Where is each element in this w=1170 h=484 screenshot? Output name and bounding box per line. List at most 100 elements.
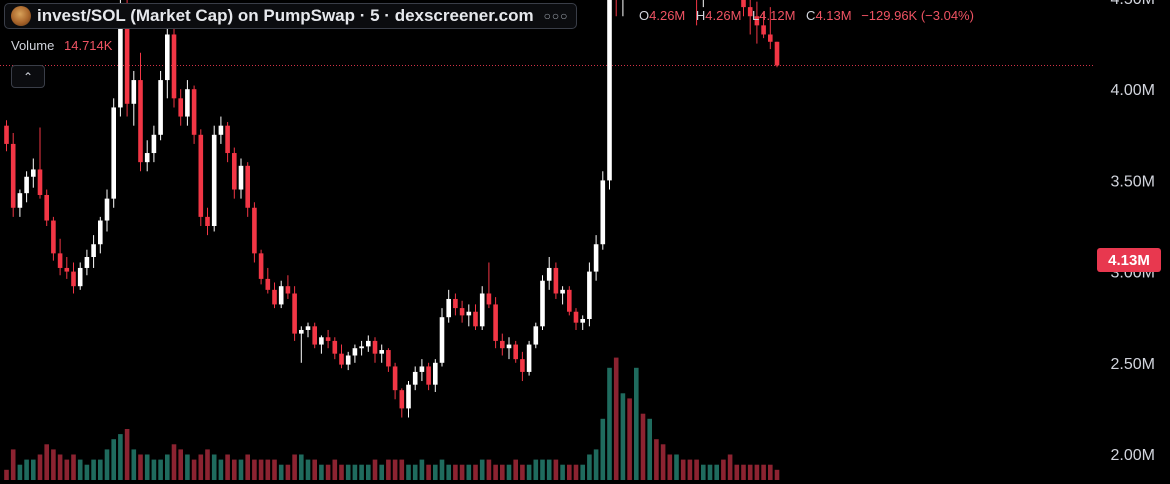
volume-bar bbox=[553, 459, 559, 480]
volume-bar bbox=[761, 464, 766, 480]
candle bbox=[593, 244, 599, 272]
candle bbox=[332, 340, 338, 354]
volume-bar bbox=[640, 413, 646, 480]
candle bbox=[446, 298, 451, 318]
volume-bar bbox=[265, 459, 271, 480]
volume-bar bbox=[580, 464, 585, 480]
candle bbox=[426, 366, 431, 385]
volume-bar bbox=[721, 459, 726, 480]
y-axis-tick-label: 3.50M bbox=[1111, 173, 1155, 190]
candle bbox=[252, 207, 257, 254]
volume-label: Volume bbox=[11, 38, 55, 53]
candle bbox=[245, 165, 250, 208]
volume-bar bbox=[754, 464, 760, 480]
volume-bar bbox=[111, 439, 116, 480]
candle bbox=[567, 289, 572, 312]
candle bbox=[359, 346, 364, 349]
volume-bar bbox=[479, 459, 485, 480]
candle bbox=[768, 34, 773, 42]
candle bbox=[118, 7, 123, 108]
candle bbox=[158, 80, 163, 135]
volume-bar bbox=[701, 464, 706, 480]
candle bbox=[178, 98, 183, 117]
candle bbox=[151, 134, 157, 154]
low-label: L bbox=[752, 8, 760, 23]
volume-bar bbox=[459, 464, 465, 480]
candle bbox=[352, 348, 358, 356]
y-axis-tick-label: 2.50M bbox=[1111, 356, 1155, 373]
volume-bar bbox=[500, 464, 505, 480]
candle bbox=[493, 304, 498, 341]
candle bbox=[479, 293, 485, 327]
volume-bar bbox=[124, 429, 130, 480]
volume-bar bbox=[412, 464, 418, 480]
candle bbox=[211, 134, 217, 226]
volume-bar bbox=[37, 454, 43, 480]
symbol-title-pill[interactable]: invest/SOL (Market Cap) on PumpSwap · 5 … bbox=[4, 3, 578, 29]
candle bbox=[238, 165, 244, 190]
volume-bar bbox=[232, 459, 237, 480]
change-value: −129.96K (−3.04%) bbox=[861, 8, 974, 23]
candle bbox=[57, 253, 63, 268]
volume-bar bbox=[660, 444, 666, 480]
high-value: 4.26M bbox=[705, 8, 742, 23]
volume-bar bbox=[17, 464, 23, 480]
candle bbox=[486, 293, 492, 305]
candle bbox=[580, 319, 585, 323]
volume-value: 14.714K bbox=[64, 38, 113, 53]
candle bbox=[459, 308, 465, 316]
volume-bar bbox=[118, 434, 123, 480]
volume-bar bbox=[567, 464, 572, 480]
more-dots-icon[interactable]: ○○○ bbox=[543, 9, 569, 23]
volume-bar bbox=[540, 459, 545, 480]
volume-bar bbox=[312, 459, 317, 480]
candle bbox=[412, 371, 418, 385]
volume-bar bbox=[426, 464, 431, 480]
volume-bar bbox=[71, 454, 76, 480]
volume-bar bbox=[627, 398, 632, 480]
candle bbox=[299, 329, 304, 334]
candle bbox=[587, 271, 592, 320]
candle bbox=[84, 257, 90, 268]
volume-bar bbox=[620, 393, 626, 480]
volume-bar bbox=[546, 459, 552, 480]
volume-bar bbox=[634, 367, 639, 480]
volume-bar bbox=[466, 464, 472, 480]
volume-bar bbox=[238, 459, 244, 480]
volume-bar bbox=[647, 418, 652, 480]
candle bbox=[466, 311, 472, 316]
volume-bar bbox=[325, 464, 331, 480]
last-price-badge: 4.13M bbox=[1097, 248, 1161, 272]
volume-bar bbox=[513, 459, 518, 480]
candle bbox=[144, 153, 150, 163]
volume-bar bbox=[493, 464, 498, 480]
volume-bar bbox=[24, 459, 29, 480]
volume-bar bbox=[31, 459, 36, 480]
candle bbox=[165, 34, 170, 81]
candle bbox=[560, 289, 565, 294]
collapse-legend-button[interactable]: ⌃ bbox=[11, 65, 45, 88]
volume-bar bbox=[593, 449, 599, 480]
candle bbox=[138, 80, 143, 163]
volume-bar bbox=[473, 464, 478, 480]
volume-bar bbox=[44, 444, 49, 480]
open-label: O bbox=[639, 8, 650, 23]
volume-bar bbox=[392, 459, 398, 480]
volume-bar bbox=[674, 454, 679, 480]
candle bbox=[305, 326, 311, 330]
volume-bar bbox=[613, 357, 619, 480]
volume-bar bbox=[741, 464, 746, 480]
low-value: 4.12M bbox=[759, 8, 796, 23]
volume-bar bbox=[372, 459, 378, 480]
volume-bar bbox=[560, 464, 565, 480]
candle bbox=[533, 326, 539, 345]
volume-bar bbox=[285, 464, 291, 480]
candle bbox=[453, 298, 458, 309]
volume-bar bbox=[727, 454, 733, 480]
candle bbox=[104, 198, 110, 221]
volume-bar bbox=[272, 459, 277, 480]
candle bbox=[386, 350, 391, 367]
volume-bar bbox=[98, 459, 103, 480]
